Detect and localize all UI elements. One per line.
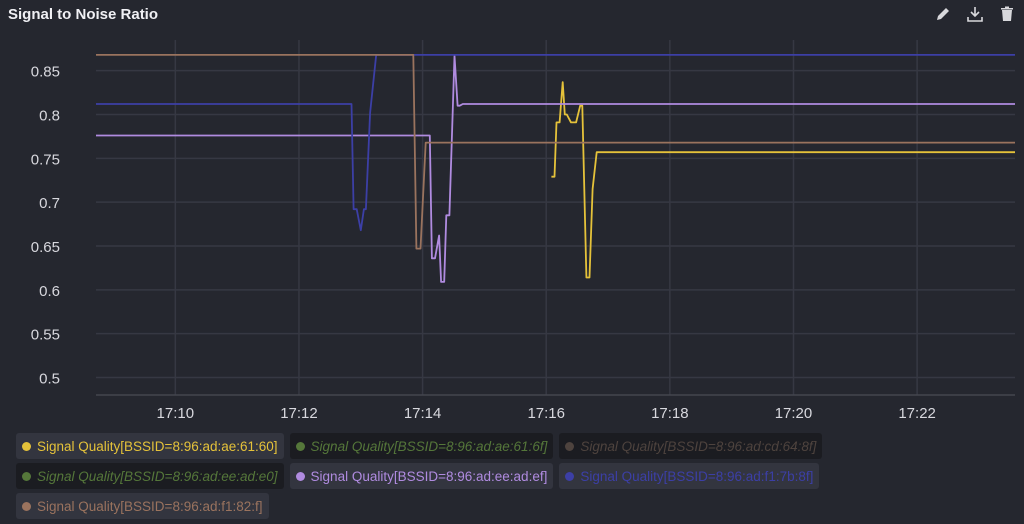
y-tick-label: 0.55	[31, 327, 60, 344]
legend: Signal Quality[BSSID=8:96:ad:ae:61:60] Si…	[16, 433, 916, 523]
legend-dot-icon	[295, 471, 305, 481]
y-tick-label: 0.8	[39, 108, 60, 125]
y-tick-label: 0.65	[31, 239, 60, 256]
legend-dot-icon	[295, 441, 305, 451]
x-tick-label: 17:14	[404, 405, 442, 422]
x-tick-label: 17:10	[157, 405, 195, 422]
legend-dot-icon	[22, 471, 31, 481]
legend-dot-icon	[565, 441, 575, 451]
series-line-5	[96, 54, 1015, 232]
series-line-6	[96, 54, 1015, 250]
trash-icon[interactable]	[998, 5, 1016, 23]
legend-dot-icon	[22, 501, 31, 511]
legend-label: Signal Quality[BSSID=8:96:ad:f1:7b:8f]	[580, 468, 814, 484]
y-tick-label: 0.85	[31, 64, 60, 81]
legend-item[interactable]: Signal Quality[BSSID=8:96:ad:cd:64:8f]	[559, 433, 823, 459]
line-chart: 0.85 0.8 0.75 0.7 0.65 0.6 0.55 0.5 17:10 17:12 17…	[31, 40, 1015, 422]
legend-item[interactable]: Signal Quality[BSSID=8:96:ad:ee:ad:ef]	[289, 463, 554, 489]
legend-label: Signal Quality[BSSID=8:96:ad:cd:64:8f]	[580, 438, 817, 454]
x-tick-label: 17:22	[898, 405, 936, 422]
legend-dot-icon	[565, 471, 575, 481]
legend-label: Signal Quality[BSSID=8:96:ad:f1:82:f]	[37, 498, 263, 514]
legend-item[interactable]: Signal Quality[BSSID=8:96:ad:ee:ad:e0]	[16, 463, 284, 489]
series-line-4	[96, 54, 1015, 283]
y-tick-label: 0.5	[39, 370, 60, 387]
y-tick-label: 0.7	[39, 195, 60, 212]
legend-item[interactable]: Signal Quality[BSSID=8:96:ad:f1:7b:8f]	[559, 463, 820, 489]
x-tick-label: 17:16	[527, 405, 565, 422]
legend-dot-icon	[22, 441, 31, 451]
legend-item[interactable]: Signal Quality[BSSID=8:96:ad:ae:61:60]	[16, 433, 284, 459]
legend-item[interactable]: Signal Quality[BSSID=8:96:ad:ae:61:6f]	[289, 433, 554, 459]
panel-title: Signal to Noise Ratio	[8, 6, 159, 23]
legend-label: Signal Quality[BSSID=8:96:ad:ae:61:6f]	[310, 438, 548, 454]
pencil-icon[interactable]	[934, 5, 952, 23]
y-tick-label: 0.6	[39, 283, 60, 300]
legend-label: Signal Quality[BSSID=8:96:ad:ee:ad:ef]	[310, 468, 548, 484]
y-tick-label: 0.75	[31, 151, 60, 168]
series-line-0	[551, 81, 1015, 279]
x-tick-label: 17:20	[775, 405, 813, 422]
x-tick-label: 17:18	[651, 405, 689, 422]
x-tick-label: 17:12	[280, 405, 318, 422]
legend-label: Signal Quality[BSSID=8:96:ad:ee:ad:e0]	[37, 468, 278, 484]
legend-label: Signal Quality[BSSID=8:96:ad:ae:61:60]	[37, 438, 278, 454]
legend-item[interactable]: Signal Quality[BSSID=8:96:ad:f1:82:f]	[16, 493, 269, 519]
download-icon[interactable]	[966, 5, 984, 23]
